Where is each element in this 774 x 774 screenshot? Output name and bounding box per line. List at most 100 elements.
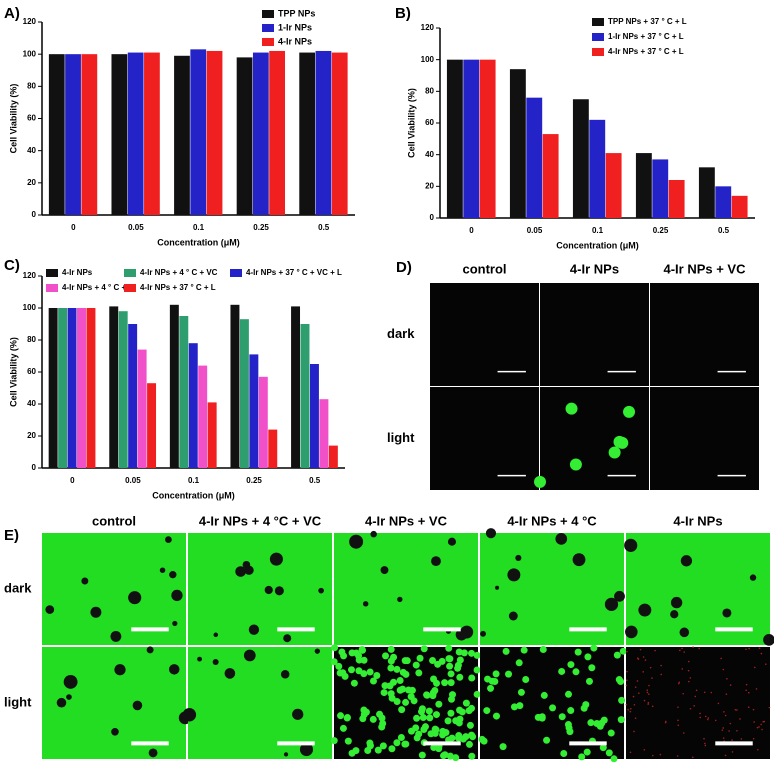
green-cell — [517, 688, 525, 696]
red-speck — [630, 707, 632, 710]
micrograph — [650, 283, 759, 386]
dark-gap — [172, 620, 178, 627]
red-speck — [651, 705, 654, 708]
y-tick-label: 100 — [23, 49, 37, 58]
red-speck — [639, 648, 642, 651]
green-cell — [473, 690, 481, 698]
bar — [65, 54, 81, 215]
red-speck — [633, 730, 635, 733]
red-speck — [723, 711, 725, 713]
red-speck — [651, 754, 654, 757]
green-cell — [374, 746, 382, 754]
legend-label: 4-Ir NPs — [278, 36, 312, 46]
y-tick-label: 40 — [27, 399, 36, 408]
dark-gap — [624, 538, 638, 552]
red-speck — [698, 647, 700, 650]
red-speck — [644, 659, 647, 661]
y-tick-label: 0 — [32, 210, 37, 219]
micrograph-bg — [540, 283, 649, 386]
green-cell — [352, 649, 360, 657]
legend-swatch — [262, 38, 274, 46]
bar — [589, 119, 606, 218]
bar — [446, 59, 463, 218]
legend-label: TPP NPs — [278, 8, 315, 18]
green-cell — [401, 657, 409, 665]
micrograph-bg — [188, 647, 332, 759]
y-tick-label: 20 — [27, 431, 36, 440]
bar — [147, 383, 157, 468]
bar — [127, 52, 144, 215]
x-tick-label: 0.25 — [253, 223, 269, 232]
x-axis-title: Concentration (μM) — [556, 240, 639, 250]
panel-label: B) — [395, 5, 411, 22]
y-tick-label: 80 — [27, 81, 36, 90]
legend-label: 4-Ir NPs + 4 ° C + L — [62, 283, 133, 292]
dark-gap — [362, 601, 369, 607]
y-tick-label: 100 — [23, 303, 37, 312]
row-label: dark — [4, 580, 32, 595]
red-speck — [758, 647, 761, 650]
dark-gap — [90, 606, 102, 618]
green-cell — [420, 725, 428, 733]
bar — [128, 324, 138, 468]
red-speck — [665, 720, 667, 723]
red-speck — [722, 668, 725, 671]
bar — [236, 57, 253, 216]
green-cell — [393, 665, 401, 673]
red-speck — [760, 723, 762, 726]
red-speck — [688, 680, 690, 683]
x-tick-label: 0.5 — [718, 226, 730, 235]
bar — [206, 50, 223, 216]
micrograph — [42, 646, 192, 759]
green-cell — [407, 693, 415, 701]
micrograph — [188, 533, 332, 645]
red-speck — [745, 683, 748, 686]
dark-gap — [244, 565, 254, 575]
green-cell — [565, 690, 573, 698]
red-speck — [764, 663, 767, 665]
green-cell — [605, 749, 613, 757]
green-cell — [588, 664, 596, 672]
x-tick-label: 0 — [70, 476, 75, 485]
green-cell — [484, 675, 492, 683]
x-tick-label: 0.1 — [193, 223, 205, 232]
green-cell — [487, 684, 495, 692]
green-cell — [382, 652, 390, 660]
green-cell — [582, 701, 590, 709]
red-speck — [706, 718, 709, 721]
green-cell — [520, 646, 528, 654]
dark-gap — [110, 630, 122, 642]
green-cell — [330, 658, 338, 666]
green-cell — [388, 745, 396, 753]
green-cell — [341, 672, 349, 680]
red-speck — [734, 708, 737, 711]
bar — [526, 97, 543, 218]
x-axis-title: Concentration (μM) — [157, 237, 240, 247]
green-cell — [505, 670, 513, 678]
dark-gap — [292, 708, 304, 720]
x-tick-label: 0.25 — [246, 476, 262, 485]
green-cell — [381, 682, 389, 690]
dark-gap — [507, 568, 521, 582]
legend-swatch — [230, 269, 242, 277]
bar — [58, 308, 68, 468]
dark-gap — [111, 727, 119, 736]
green-cell — [549, 704, 557, 712]
dark-gap — [148, 748, 158, 758]
green-cell — [343, 714, 351, 722]
red-speck — [721, 729, 724, 731]
red-speck — [689, 707, 692, 710]
micrograph-bg — [334, 533, 478, 645]
bar — [137, 349, 147, 468]
dark-gap — [604, 597, 619, 611]
red-speck — [647, 703, 649, 705]
green-cell — [468, 731, 476, 739]
y-tick-label: 20 — [425, 181, 434, 190]
green-cell — [468, 674, 476, 682]
green-cell — [623, 405, 636, 418]
green-cell — [344, 737, 352, 745]
green-cell — [574, 648, 582, 656]
dark-gap — [515, 554, 522, 561]
legend-swatch — [124, 269, 136, 277]
green-cell — [617, 716, 625, 724]
